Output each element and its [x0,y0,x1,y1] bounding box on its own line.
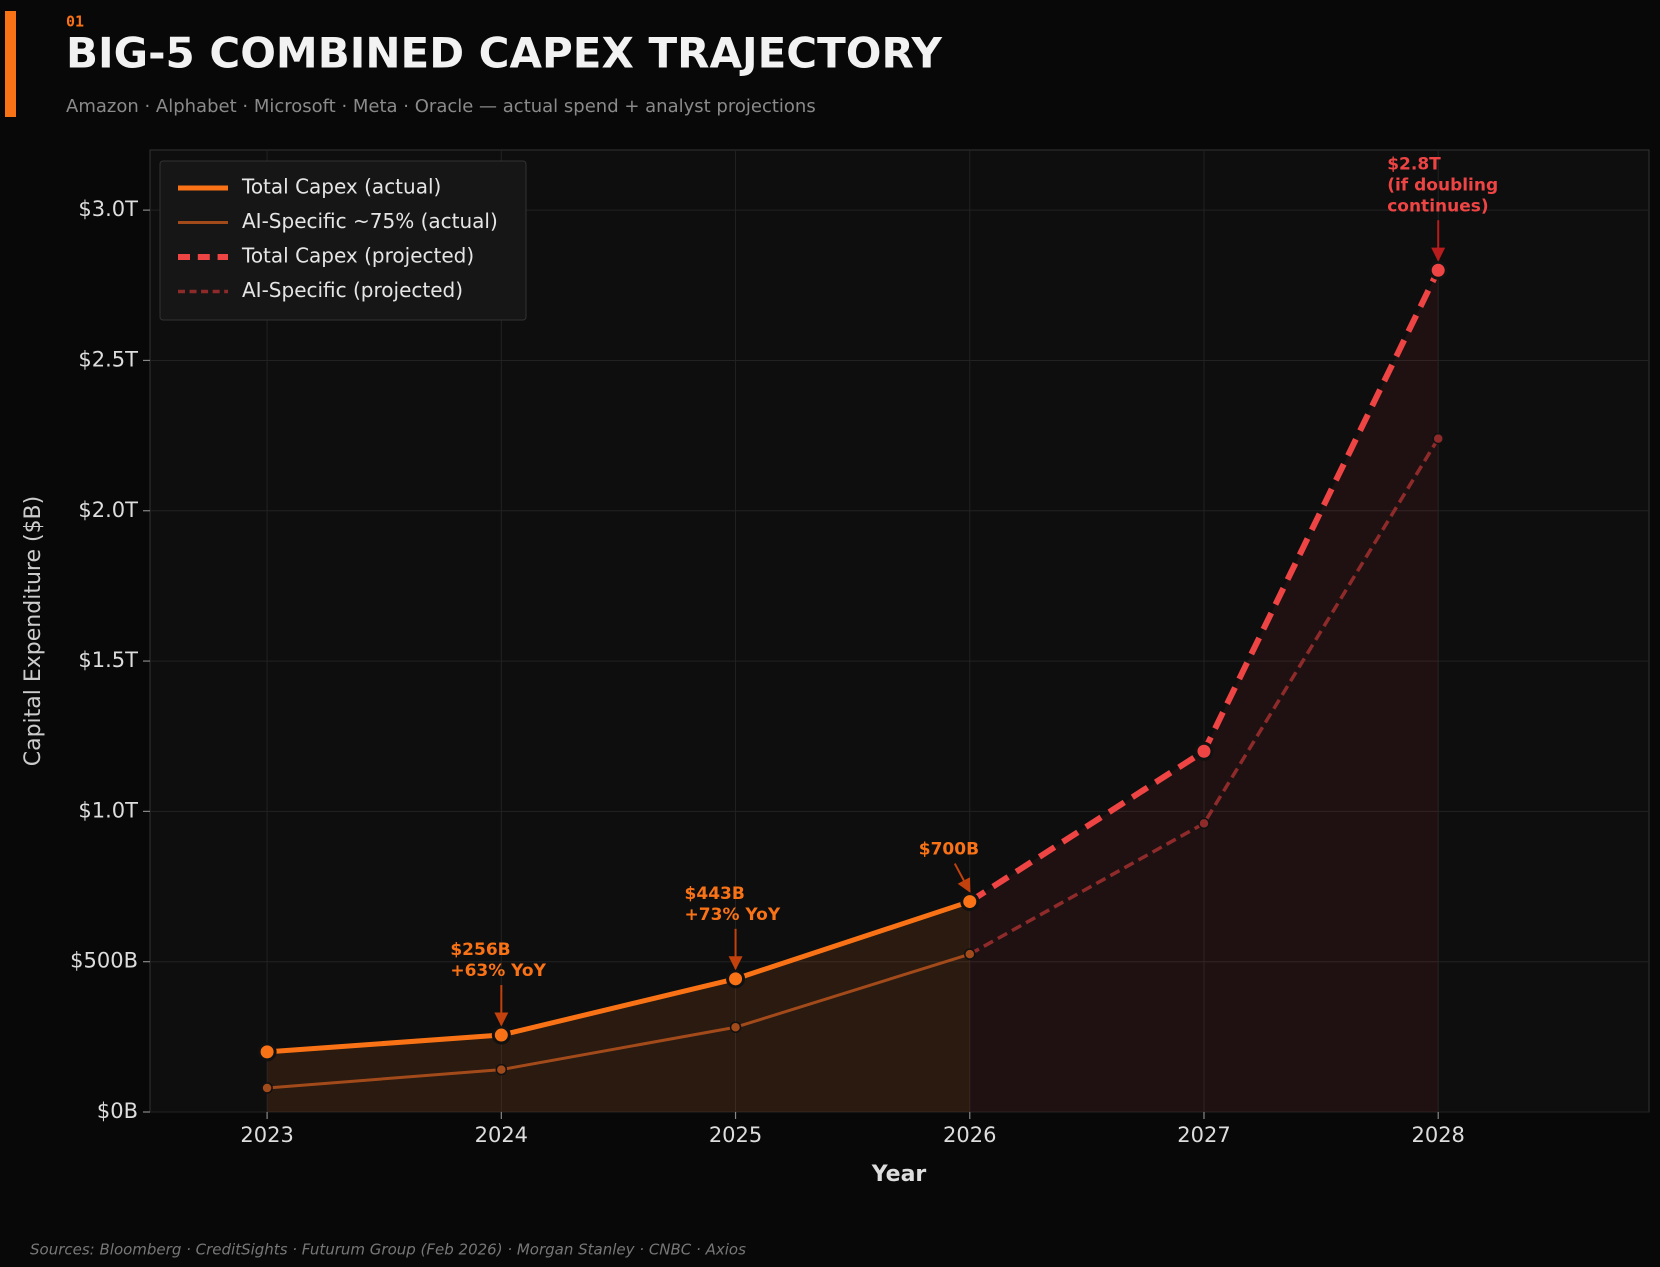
legend-label: AI-Specific ~75% (actual) [242,209,498,233]
y-tick-label: $0B [97,1099,138,1123]
annotation-line: +73% YoY [685,905,781,925]
annotation: $700B [919,840,979,860]
x-tick-label: 2026 [943,1123,996,1147]
annotation: $443B +73% YoY [685,884,781,925]
data-point [1428,260,1448,280]
data-point [495,1063,508,1076]
data-point [1194,741,1214,761]
data-point [964,948,976,960]
annotation-line: $700B [919,840,979,860]
annotation-line: $2.8T [1387,154,1441,174]
line-series [266,899,971,1055]
y-tick-label: $1.5T [78,648,138,672]
x-tick-label: 2027 [1177,1123,1230,1147]
legend-label: AI-Specific (projected) [242,278,463,302]
chart-subtitle: Amazon · Alphabet · Microsoft · Meta · O… [66,96,816,117]
y-tick-label: $3.0T [78,197,138,221]
annotation-arrow [953,863,971,893]
y-axis-label: Capital Expenditure ($B) [21,496,46,767]
section-number: 01 [66,13,84,31]
data-point [1198,817,1210,830]
annotation-line: (if doubling [1387,175,1498,195]
area-fill [969,270,1439,1112]
x-axis-label: Year [871,1162,927,1187]
data-point [257,1042,277,1062]
line-series [968,437,1440,956]
legend-label: Total Capex (actual) [241,175,441,199]
data-point [491,1025,511,1045]
y-tick-label: $500B [70,949,138,973]
y-tick-label: $1.0T [78,798,138,822]
annotation-line: +63% YoY [450,961,546,981]
data-point [726,969,746,989]
data-point [1432,432,1444,445]
y-tick-label: $2.5T [78,347,138,371]
data-point [729,1021,742,1033]
legend: Total Capex (actual) AI-Specific ~75% (ac… [159,160,527,321]
area-fill [267,901,970,1112]
y-tick-label: $2.0T [78,498,138,522]
data-point [960,892,980,912]
source-note: Sources: Bloomberg · CreditSights · Futu… [30,1241,746,1259]
chart-title: BIG-5 COMBINED CAPEX TRAJECTORY [66,29,943,78]
data-point [261,1082,273,1094]
legend-box [159,160,527,321]
annotation-line: continues) [1387,196,1488,216]
accent-bar [5,11,16,117]
annotation: $256B +63% YoY [450,940,546,981]
legend-label: Total Capex (projected) [241,244,474,268]
annotation: $2.8T (if doubling continues) [1387,154,1498,216]
annotation-line: $256B [450,940,510,960]
x-tick-label: 2028 [1411,1123,1464,1147]
x-tick-label: 2025 [709,1123,762,1147]
line-series [266,952,971,1090]
x-tick-label: 2024 [475,1123,528,1147]
annotation-line: $443B [685,884,745,904]
x-tick-label: 2023 [240,1123,293,1147]
